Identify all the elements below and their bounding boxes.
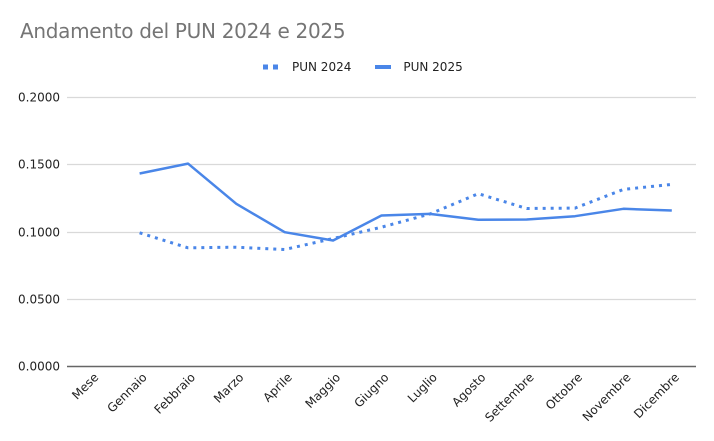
x-tick-label: Ottobre — [543, 370, 585, 412]
x-tick-label: Dicembre — [631, 370, 682, 421]
chart-legend: PUN 2024 PUN 2025 — [262, 60, 487, 74]
x-tick-label: Settembre — [482, 370, 537, 425]
chart-title: Andamento del PUN 2024 e 2025 — [20, 19, 346, 43]
x-tick-label: Luglio — [405, 370, 440, 405]
solid-line-swatch-icon — [375, 65, 392, 69]
legend-item-pun-2025[interactable]: PUN 2025 — [375, 60, 463, 74]
y-tick-label: 0.1000 — [18, 226, 60, 240]
dotted-line-swatch-icon — [263, 64, 278, 70]
x-tick-label: Gennaio — [104, 370, 149, 415]
x-tick-label: Giugno — [351, 370, 391, 410]
series-line-pun-2025[interactable] — [139, 162, 672, 242]
series-line-pun-2024[interactable] — [139, 182, 672, 251]
legend-label: PUN 2025 — [403, 60, 463, 74]
y-tick-label: 0.2000 — [18, 91, 60, 105]
y-tick-label: 0.1500 — [18, 158, 60, 172]
x-tick-label: Febbraio — [152, 370, 199, 417]
x-tick-label: Mese — [69, 370, 101, 402]
x-tick-label: Maggio — [302, 370, 343, 411]
legend-label: PUN 2024 — [292, 60, 352, 74]
y-tick-label: 0.0000 — [18, 360, 60, 374]
y-tick-label: 0.0500 — [18, 293, 60, 307]
x-tick-label: Novembre — [580, 370, 634, 424]
legend-item-pun-2024[interactable]: PUN 2024 — [262, 60, 351, 74]
x-tick-label: Agosto — [449, 370, 488, 409]
x-tick-label: Aprile — [260, 370, 295, 405]
x-tick-label: Marzo — [211, 370, 247, 406]
